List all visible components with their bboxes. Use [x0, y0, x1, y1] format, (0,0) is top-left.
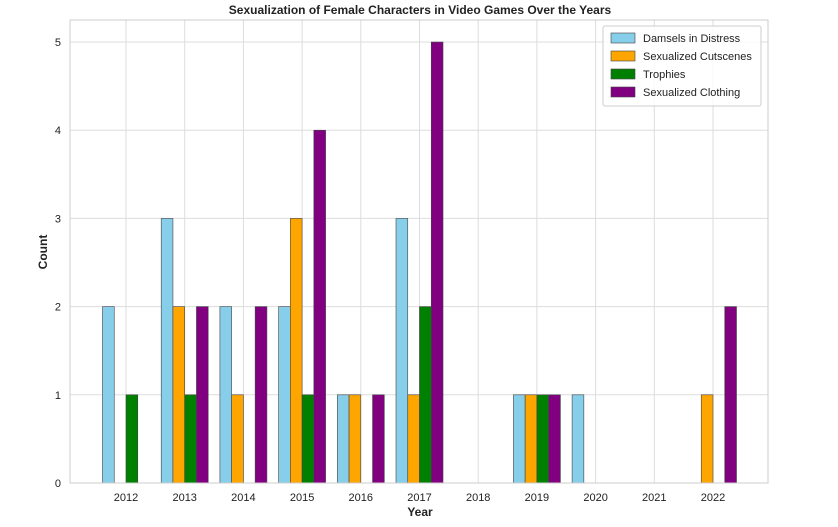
bar: [395, 218, 409, 484]
bar: [219, 306, 232, 484]
bar: [313, 129, 326, 484]
y-axis-label: Count: [36, 235, 50, 270]
bars: [102, 41, 737, 484]
x-tick-label: 2020: [583, 492, 607, 504]
bar: [102, 306, 115, 484]
bar: [231, 394, 244, 484]
bar: [548, 394, 561, 484]
legend-swatch: [610, 32, 636, 44]
y-tick-label: 0: [55, 478, 61, 490]
bar: [700, 394, 714, 484]
bar: [278, 306, 291, 484]
bar: [430, 41, 444, 484]
x-axis-label: Year: [407, 505, 433, 519]
bar: [724, 306, 737, 484]
x-tick-label: 2022: [701, 492, 725, 504]
x-tick-label: 2019: [525, 492, 549, 504]
x-tick-label: 2014: [231, 492, 255, 504]
legend-label: Damsels in Distress: [643, 33, 741, 45]
bar: [407, 394, 420, 484]
x-tick-labels: 2012 2013 2014 2015 2016 2017 2018 2019 2020 2021…: [114, 492, 725, 504]
legend-box: [602, 25, 762, 107]
bar: [301, 394, 315, 484]
bar: [536, 394, 549, 484]
bar: [172, 306, 185, 484]
x-tick-label: 2013: [172, 492, 196, 504]
legend-swatch: [610, 68, 636, 80]
bar: [348, 394, 362, 484]
x-tick-label: 2018: [466, 492, 490, 504]
bar: [290, 218, 303, 484]
legend-label: Trophies: [643, 69, 686, 81]
chart-title: Sexualization of Female Characters in Vi…: [229, 3, 612, 17]
y-tick-label: 2: [55, 302, 61, 314]
y-tick-label: 4: [55, 125, 61, 137]
bar: [196, 306, 209, 484]
bar: [160, 218, 174, 484]
bar: [184, 394, 197, 484]
bar: [336, 394, 350, 484]
plot-frame: [69, 19, 769, 484]
y-tick-label: 1: [55, 390, 61, 402]
legend-label: Sexualized Cutscenes: [643, 51, 752, 63]
bar: [524, 394, 538, 484]
bar: [419, 306, 432, 484]
y-tick-label: 3: [55, 213, 61, 225]
legend-swatch: [610, 50, 636, 62]
x-tick-label: 2016: [349, 492, 373, 504]
x-tick-label: 2017: [407, 492, 431, 504]
x-tick-label: 2015: [290, 492, 314, 504]
legend-swatch: [610, 86, 636, 98]
y-tick-label: 5: [55, 37, 61, 49]
x-tick-label: 2021: [642, 492, 666, 504]
legend: Damsels in Distress Sexualized Cutscenes T…: [602, 25, 762, 107]
bar: [372, 394, 385, 484]
y-tick-labels: 0 1 2 3 4 5: [55, 37, 61, 490]
bar: [125, 394, 139, 484]
legend-label: Sexualized Clothing: [643, 87, 740, 99]
x-tick-label: 2012: [114, 492, 138, 504]
bar: [513, 394, 526, 484]
bar: [254, 306, 268, 484]
bar: [571, 394, 585, 484]
